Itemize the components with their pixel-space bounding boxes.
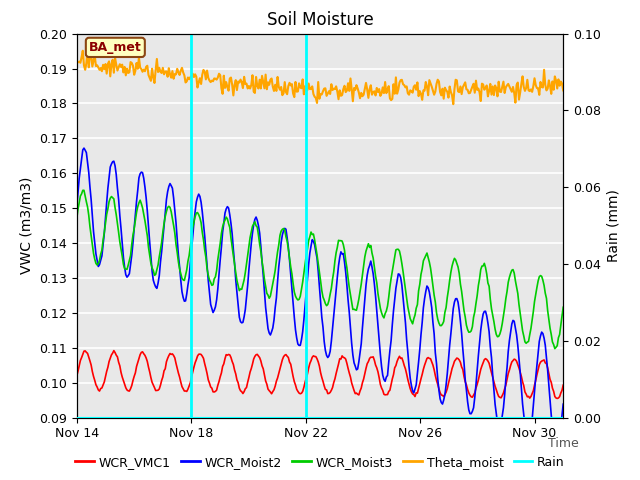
Text: Time: Time	[548, 437, 579, 450]
Text: BA_met: BA_met	[89, 41, 141, 54]
Legend: WCR_VMC1, WCR_Moist2, WCR_Moist3, Theta_moist, Rain: WCR_VMC1, WCR_Moist2, WCR_Moist3, Theta_…	[70, 451, 570, 474]
Title: Soil Moisture: Soil Moisture	[267, 11, 373, 29]
Y-axis label: Rain (mm): Rain (mm)	[607, 189, 620, 262]
Y-axis label: VWC (m3/m3): VWC (m3/m3)	[20, 177, 34, 274]
